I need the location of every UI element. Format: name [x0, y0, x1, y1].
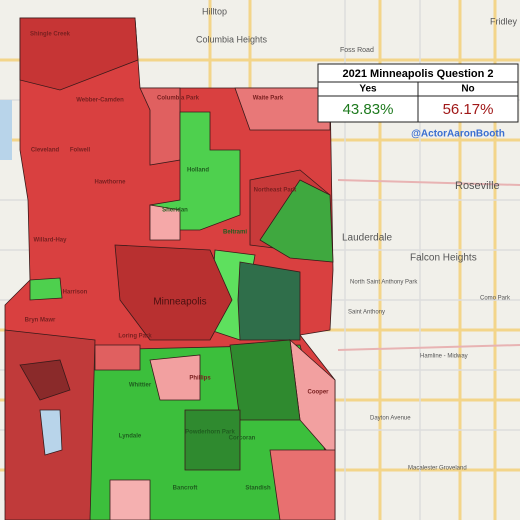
neighborhood-label: Folwell [70, 148, 91, 154]
neighborhood-label: Corcoran [229, 436, 256, 442]
place-label: Roseville [455, 180, 500, 192]
neighborhood-label: Lyndale [119, 434, 142, 440]
place-label: Lauderdale [342, 233, 392, 244]
neighborhood-label: Sheridan [162, 208, 188, 214]
neighborhood-label: Northeast Park [254, 188, 297, 194]
neighborhood-label: Cleveland [31, 148, 60, 154]
place-label: Como Park [480, 296, 511, 302]
neighborhood-labels: Shingle Creek Webber-Camden Columbia Par… [25, 32, 330, 492]
place-label: Fridley [490, 16, 518, 26]
legend: 2021 Minneapolis Question 2 Yes No 43.83… [317, 63, 519, 123]
place-label: Foss Road [340, 47, 374, 54]
neighborhood-label: Holland [187, 168, 209, 174]
neighborhood-label: Powderhorn Park [185, 430, 235, 436]
neighborhood-label: Shingle Creek [30, 32, 71, 38]
neighborhood-label: Bryn Mawr [25, 318, 56, 324]
place-label: North Saint Anthony Park [350, 280, 418, 286]
yes-value: 43.83% [343, 101, 394, 118]
place-label: Macalester Groveland [408, 466, 467, 472]
neighborhood-label: Cooper [308, 390, 330, 396]
place-label: Hamline - Midway [420, 354, 468, 360]
neighborhood-label: Willard-Hay [34, 238, 68, 244]
place-labels: Hilltop Columbia Heights Roseville Laude… [153, 6, 517, 471]
place-label: Saint Anthony [348, 310, 385, 316]
yes-label: Yes [359, 84, 377, 95]
legend-title: 2021 Minneapolis Question 2 [343, 68, 494, 80]
neighborhood-label: Bancroft [173, 486, 198, 492]
place-label: Falcon Heights [410, 253, 477, 264]
neighborhood-label: Beltrami [223, 230, 247, 236]
place-label: Dayton Avenue [370, 416, 411, 422]
neighborhood-label: Standish [245, 486, 271, 492]
precincts [4, 17, 336, 520]
place-label: Columbia Heights [196, 34, 268, 44]
handle: @ActorAaronBooth [411, 129, 505, 140]
neighborhood-label: Harrison [63, 290, 88, 296]
neighborhood-label: Whittier [129, 383, 152, 389]
no-value: 56.17% [443, 101, 494, 118]
place-label: Hilltop [202, 6, 227, 16]
no-label: No [461, 84, 474, 95]
neighborhood-label: Hawthorne [94, 180, 126, 186]
neighborhood-label: Loring Park [118, 334, 152, 340]
place-label: Minneapolis [153, 297, 206, 308]
neighborhood-label: Phillips [189, 376, 211, 382]
neighborhood-label: Webber-Camden [76, 98, 124, 104]
neighborhood-label: Columbia Park [157, 96, 200, 102]
neighborhood-label: Waite Park [253, 96, 284, 102]
